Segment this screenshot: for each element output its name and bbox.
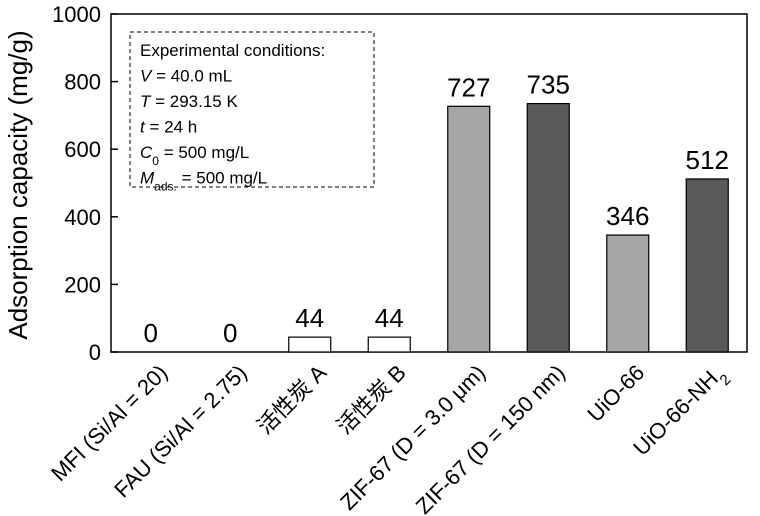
condition-line: t = 24 h xyxy=(140,118,197,137)
data-label: 0 xyxy=(144,318,158,348)
x-tick-label: FAU (Si/Al = 2.75) xyxy=(109,360,252,503)
conditions-frame xyxy=(129,31,375,188)
y-tick-label: 0 xyxy=(89,340,101,365)
y-tick-label: 800 xyxy=(64,70,101,95)
condition-line: V = 40.0 mL xyxy=(140,67,232,86)
plot-frame xyxy=(110,13,748,353)
x-tick-label: UiO-66 xyxy=(582,360,649,427)
data-label: 0 xyxy=(223,318,237,348)
x-tick-label: ZIF-67 (D = 150 nm) xyxy=(411,360,570,516)
bar xyxy=(685,178,729,353)
y-tick-label: 1000 xyxy=(52,2,101,27)
data-label: 727 xyxy=(447,72,490,102)
condition-line: C0 = 500 mg/L xyxy=(140,143,249,168)
x-tick-label: 活性炭 B xyxy=(332,360,411,439)
data-label: 44 xyxy=(295,303,324,333)
y-tick-label: 200 xyxy=(64,272,101,297)
data-label: 346 xyxy=(606,201,649,231)
data-label: 512 xyxy=(686,145,729,175)
value-labels: 0 0 44 44 727 735 346 512 xyxy=(144,70,729,348)
bars xyxy=(288,102,729,353)
bar xyxy=(606,234,650,353)
bar xyxy=(526,102,570,353)
conditions-box: Experimental conditions: V = 40.0 mL T = 2… xyxy=(129,31,375,194)
axes: 0 200 400 600 800 1000 xyxy=(52,2,748,365)
y-tick-label: 400 xyxy=(64,205,101,230)
x-tick-label: ZIF-67 (D = 3.0 μm) xyxy=(335,360,490,515)
y-axis-label: Adsorption capacity (mg/g) xyxy=(3,30,33,339)
bar xyxy=(447,105,491,353)
data-label: 735 xyxy=(527,70,570,100)
conditions-title: Experimental conditions: xyxy=(140,41,325,60)
condition-line: T = 293.15 K xyxy=(140,92,238,111)
data-label: 44 xyxy=(375,303,404,333)
y-tick-label: 600 xyxy=(64,137,101,162)
bar xyxy=(367,336,411,353)
condition-line: Mads. = 500 mg/L xyxy=(140,169,267,194)
x-tick-label: 活性炭 A xyxy=(252,360,331,439)
bar xyxy=(288,336,332,353)
